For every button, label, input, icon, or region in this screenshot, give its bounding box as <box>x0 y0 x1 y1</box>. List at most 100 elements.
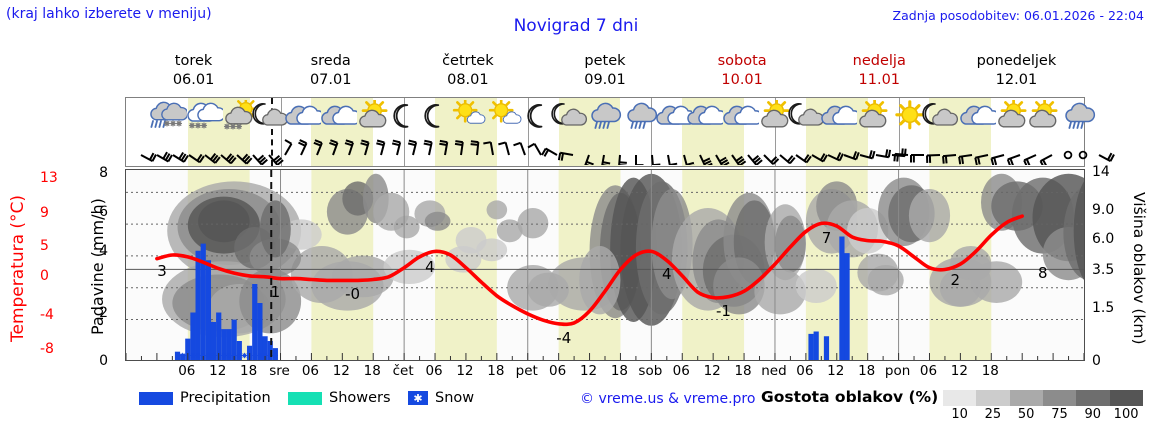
wind-barb <box>795 139 829 165</box>
wind-barb <box>731 139 765 166</box>
chart-legend: Precipitation Showers ✱ Snow © vreme.us … <box>125 388 1152 430</box>
weather-icon-sun-cloud <box>755 97 795 134</box>
day-name: nedelja <box>852 53 906 69</box>
weather-icon-sun-cloud <box>853 97 893 134</box>
wind-barb <box>891 139 925 165</box>
wind-barb <box>204 139 238 165</box>
day-header-row: torek 06.01 sreda 07.01 četrtek 08.01 petek 09.… <box>125 52 1085 96</box>
wind-barb <box>508 139 542 165</box>
weather-icon-rain-cloud <box>1059 100 1099 134</box>
weather-icon-sun-cloud <box>353 97 393 134</box>
temperature-tick: 9 <box>40 205 49 221</box>
meteogram-plot: 31-04-44-172808-084 <box>125 169 1085 361</box>
wind-barb <box>252 139 286 166</box>
day-divider <box>651 98 653 166</box>
day-name: torek <box>174 53 213 69</box>
wind-barb <box>827 139 861 165</box>
weather-icon-cloud <box>281 100 326 134</box>
weather-icon-moon-cloud <box>549 100 589 134</box>
wind-barb <box>332 139 366 165</box>
wind-barb <box>1066 139 1100 165</box>
day-date: 09.01 <box>584 72 626 88</box>
temperature-axis-title: Temperatura (°C) <box>8 194 28 342</box>
current-time-marker <box>271 98 274 166</box>
cloud-height-tick: 14 <box>1092 164 1110 180</box>
weather-icon-snow-cloud <box>183 100 226 134</box>
day-divider <box>774 98 776 166</box>
day-header-četrtek: četrtek 08.01 <box>399 52 536 96</box>
x-tick-label: 12 <box>456 363 474 379</box>
wind-barb <box>843 139 877 165</box>
cloud-density-tick: 75 <box>1051 407 1068 422</box>
day-header-ponedeljek: ponedeljek 12.01 <box>948 52 1085 96</box>
cloud-density-tick: 50 <box>1017 407 1035 422</box>
wind-barb <box>220 139 254 165</box>
day-date: 06.01 <box>172 72 215 88</box>
weather-icon-panel <box>124 96 1116 171</box>
wind-barb <box>955 139 989 165</box>
day-name: ponedeljek <box>976 53 1057 69</box>
wind-barb <box>763 139 797 165</box>
legend-item-precipitation: Precipitation <box>139 390 271 406</box>
x-tick-label: 06 <box>425 363 443 379</box>
x-tick-label: 06 <box>796 363 814 379</box>
cloud-density-tick: 90 <box>1084 407 1102 422</box>
cloud-density-step <box>1009 390 1043 406</box>
x-tick-label: 18 <box>734 363 752 379</box>
wind-barb <box>188 139 222 165</box>
weather-icon-moon <box>384 100 424 134</box>
x-axis-tick-labels: 06 12 18 sre 06 12 18 čet 06 12 18 pet 06 12 18 sob 06 12… <box>125 363 1085 383</box>
weather-icon-sun <box>889 100 929 134</box>
legend-item-showers: Showers <box>288 390 391 406</box>
x-tick-label: 06 <box>672 363 690 379</box>
cloud-density-tick: 25 <box>984 407 1002 422</box>
snow-glyph: ✱ <box>413 391 423 405</box>
cloud-height-tick: 6.0 <box>1092 231 1115 247</box>
wind-barb <box>268 139 302 165</box>
cloud-density-legend-title: Gostota oblakov (%) <box>761 388 939 406</box>
precipitation-tick: 6 <box>99 204 108 220</box>
day-date: 10.01 <box>721 72 763 88</box>
x-tick-label: 06 <box>178 363 196 379</box>
temperature-value-label: 1 <box>270 282 281 301</box>
weather-icon-sun-cloud <box>992 97 1032 134</box>
wind-barb <box>396 139 430 165</box>
wind-barb <box>715 139 749 167</box>
temperature-value-label: -4 <box>556 328 572 347</box>
wind-barb <box>236 139 270 166</box>
x-tick-label: 18 <box>858 363 876 379</box>
x-tick-label: 12 <box>827 363 845 379</box>
legend-item-snow: ✱ Snow <box>408 390 474 406</box>
temperature-value-label: 2 <box>950 270 961 289</box>
cloud-height-tick: 0 <box>1092 353 1101 369</box>
day-name: petek <box>584 53 626 69</box>
cloud-density-step <box>1109 390 1143 406</box>
cloud-height-tick: 1.5 <box>1092 300 1115 316</box>
weather-icon-cloud <box>317 100 362 134</box>
precipitation-tick: 4 <box>99 243 108 259</box>
x-tick-label: sre <box>269 363 290 379</box>
wind-barb <box>476 139 510 165</box>
cloud-density-step <box>1042 390 1077 406</box>
weather-icon-cloud <box>956 100 1001 134</box>
wind-barb <box>460 139 494 165</box>
precipitation-tick: 0 <box>99 353 108 369</box>
wind-barb <box>779 139 813 165</box>
wind-barb <box>172 139 206 165</box>
wind-barb <box>492 139 526 165</box>
temperature-value-label: 8 <box>1038 263 1048 282</box>
copyright-link[interactable]: © vreme.us & vreme.pro <box>580 391 756 407</box>
day-header-nedelja: nedelja 11.01 <box>811 52 948 96</box>
weather-icon-cloud <box>817 100 862 134</box>
wind-barb <box>540 139 574 165</box>
wind-barb <box>300 139 334 165</box>
x-tick-label: sob <box>638 363 663 379</box>
wind-barb <box>124 139 158 165</box>
wind-barb <box>428 139 462 165</box>
weather-icon-cloud <box>719 100 764 134</box>
last-updated: Zadnja posodobitev: 06.01.2026 - 22:04 <box>892 8 1144 23</box>
cloud-density-colorbar-ticks: 10 25 50 75 90 100 <box>943 407 1151 423</box>
weather-icon-sun-cloud <box>1023 97 1063 134</box>
weather-icon-rain-snow-cloud <box>147 100 189 134</box>
precipitation-tick: 8 <box>99 165 108 181</box>
